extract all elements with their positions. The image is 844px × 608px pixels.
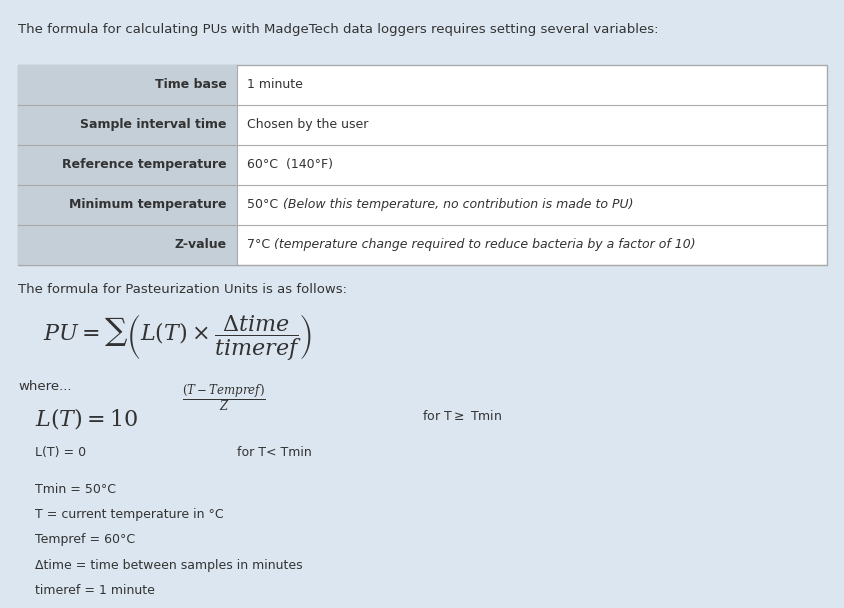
FancyBboxPatch shape bbox=[19, 185, 236, 225]
Text: Sample interval time: Sample interval time bbox=[80, 119, 226, 131]
FancyBboxPatch shape bbox=[19, 65, 236, 105]
Text: Tmin = 50°C: Tmin = 50°C bbox=[35, 483, 116, 496]
FancyBboxPatch shape bbox=[19, 65, 825, 264]
Text: Z-value: Z-value bbox=[174, 238, 226, 251]
Text: timeref = 1 minute: timeref = 1 minute bbox=[35, 584, 154, 597]
Text: L(T) = 0: L(T) = 0 bbox=[35, 446, 86, 459]
Text: (Below this temperature, no contribution is made to PU): (Below this temperature, no contribution… bbox=[283, 198, 633, 211]
Text: $PU = \sum\left( L(T) \times \dfrac{\Delta time}{timeref} \right)$: $PU = \sum\left( L(T) \times \dfrac{\Del… bbox=[43, 313, 312, 362]
Text: The formula for calculating PUs with MadgeTech data loggers requires setting sev: The formula for calculating PUs with Mad… bbox=[19, 22, 658, 36]
Text: Time base: Time base bbox=[154, 78, 226, 91]
Text: Reference temperature: Reference temperature bbox=[62, 158, 226, 171]
Text: $\dfrac{(T-Tempref)}{Z}$: $\dfrac{(T-Tempref)}{Z}$ bbox=[182, 382, 266, 413]
FancyBboxPatch shape bbox=[19, 145, 236, 185]
Text: Minimum temperature: Minimum temperature bbox=[69, 198, 226, 211]
Text: $L(T) = 10$: $L(T) = 10$ bbox=[35, 407, 138, 432]
Text: for T< Tmin: for T< Tmin bbox=[237, 446, 311, 459]
Text: 7°C: 7°C bbox=[246, 238, 273, 251]
Text: Chosen by the user: Chosen by the user bbox=[246, 119, 368, 131]
FancyBboxPatch shape bbox=[19, 225, 236, 264]
Text: 50°C: 50°C bbox=[246, 198, 281, 211]
Text: Δtime = time between samples in minutes: Δtime = time between samples in minutes bbox=[35, 559, 302, 572]
FancyBboxPatch shape bbox=[19, 105, 236, 145]
Text: T = current temperature in °C: T = current temperature in °C bbox=[35, 508, 224, 521]
Text: 1 minute: 1 minute bbox=[246, 78, 302, 91]
Text: (temperature change required to reduce bacteria by a factor of 10): (temperature change required to reduce b… bbox=[274, 238, 695, 251]
Text: where...: where... bbox=[19, 379, 72, 393]
Text: 60°C  (140°F): 60°C (140°F) bbox=[246, 158, 333, 171]
Text: for T$\geq$ Tmin: for T$\geq$ Tmin bbox=[422, 409, 502, 423]
Text: The formula for Pasteurization Units is as follows:: The formula for Pasteurization Units is … bbox=[19, 283, 347, 296]
Text: Tempref = 60°C: Tempref = 60°C bbox=[35, 533, 135, 547]
